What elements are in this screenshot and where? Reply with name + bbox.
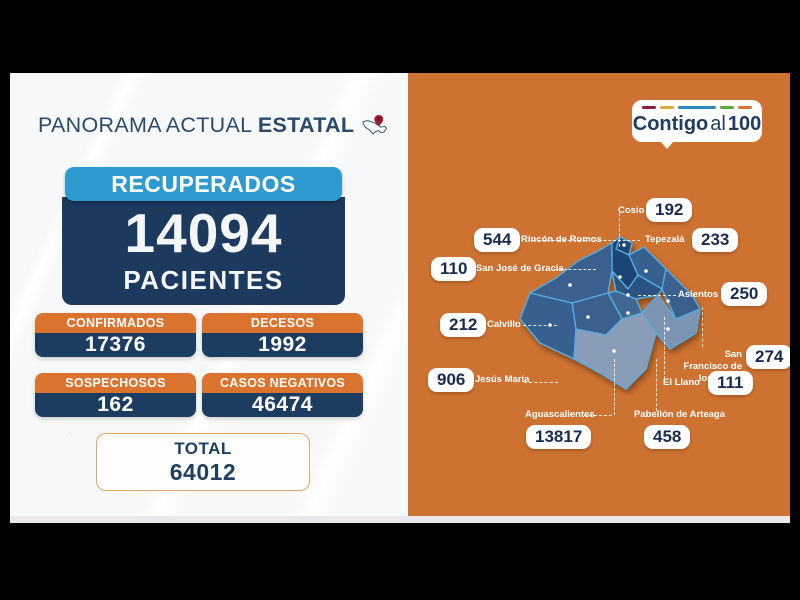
municipality-label-aguascalientes: Aguascalientes (525, 409, 595, 420)
municipality-value-pabellon: 458 (644, 425, 691, 449)
slide-content: PANORAMA ACTUAL ESTATAL RECUPERADOS 1409… (10, 73, 790, 523)
connector-line (554, 269, 596, 270)
contigo-al-100-logo: Contigo al 100 (632, 100, 762, 149)
logo-text: Contigo al 100 (633, 113, 761, 136)
stat-value: 46474 (202, 393, 363, 417)
connector-line (523, 325, 557, 326)
municipality-value-san-francisco: 274 (746, 345, 790, 369)
recovered-value: 14094 (124, 202, 283, 264)
connector-line (702, 307, 703, 347)
logo-light: al (710, 112, 726, 135)
stat-label: CONFIRMADOS (35, 313, 196, 333)
municipality-label-calvillo: Calvillo (487, 319, 521, 330)
state-summary-panel: PANORAMA ACTUAL ESTATAL RECUPERADOS 1409… (10, 73, 408, 523)
connector-line (532, 240, 586, 241)
connector-line (664, 317, 665, 379)
stat-value: 1992 (202, 333, 363, 357)
municipality-label-cosio: Cosio (618, 205, 645, 216)
recovered-body: 14094 PACIENTES (62, 197, 345, 305)
municipality-label-pabellon: Pabellón de Arteaga (634, 409, 725, 420)
connector-line (524, 382, 558, 383)
total-label: TOTAL (174, 438, 232, 458)
connector-line (656, 359, 657, 411)
connector-line (614, 359, 615, 415)
municipality-label-tepezala: Tepezalá (645, 234, 685, 245)
connector-line (594, 240, 640, 241)
logo-bold2: 100 (727, 112, 762, 135)
municipality-label-rincon: Rincón de Romos (521, 234, 602, 245)
municipality-label-asientos: Asientos (678, 289, 719, 300)
stat-box-confirmados: CONFIRMADOS 17376 (35, 313, 196, 357)
connector-line (619, 213, 620, 247)
total-box: TOTAL 64012 (96, 433, 310, 491)
municipality-label-el-llano: El Llano (663, 377, 700, 388)
page-title: PANORAMA ACTUAL ESTATAL (38, 113, 354, 138)
aguascalientes-map (519, 236, 701, 390)
municipality-value-el-llano: 111 (708, 371, 753, 395)
logo-color-dashes (642, 106, 752, 110)
municipality-value-aguascalientes: 13817 (526, 425, 592, 449)
stat-box-decesos: DECESOS 1992 (202, 313, 363, 357)
stat-value: 162 (35, 393, 196, 417)
municipality-value-asientos: 250 (721, 282, 768, 306)
recovered-header: RECUPERADOS (65, 167, 342, 201)
stat-label: DECESOS (202, 313, 363, 333)
bottom-strip (10, 516, 790, 523)
municipality-value-san-jose: 110 (431, 257, 477, 281)
stat-box-casos-negativos: CASOS NEGATIVOS 46474 (202, 373, 363, 417)
page-title-bold: ESTATAL (257, 112, 355, 137)
mexico-pin-icon (362, 114, 388, 135)
title-row: PANORAMA ACTUAL ESTATAL (38, 105, 388, 145)
stat-box-sospechosos: SOSPECHOSOS 162 (35, 373, 196, 417)
municipality-value-cosio: 192 (646, 198, 693, 222)
municipality-value-rincon: 544 (474, 228, 521, 252)
stat-label: CASOS NEGATIVOS (202, 373, 363, 393)
municipality-label-jesus-maria: Jesús María (475, 374, 530, 385)
recovered-unit: PACIENTES (123, 265, 284, 295)
stat-label: SOSPECHOSOS (35, 373, 196, 393)
stat-value: 17376 (35, 333, 196, 357)
page-title-regular: PANORAMA ACTUAL (38, 112, 258, 137)
municipality-value-jesus-maria: 906 (428, 368, 475, 392)
municipality-map-panel: Contigo al 100 (408, 73, 790, 523)
connector-line (638, 295, 676, 296)
municipality-label-san-jose: San José de Gracia (476, 263, 564, 274)
logo-bold1: Contigo (632, 112, 709, 135)
total-value: 64012 (169, 458, 237, 485)
connector-line (584, 415, 612, 416)
municipality-value-calvillo: 212 (440, 313, 487, 337)
municipality-value-tepezala: 233 (692, 228, 739, 252)
